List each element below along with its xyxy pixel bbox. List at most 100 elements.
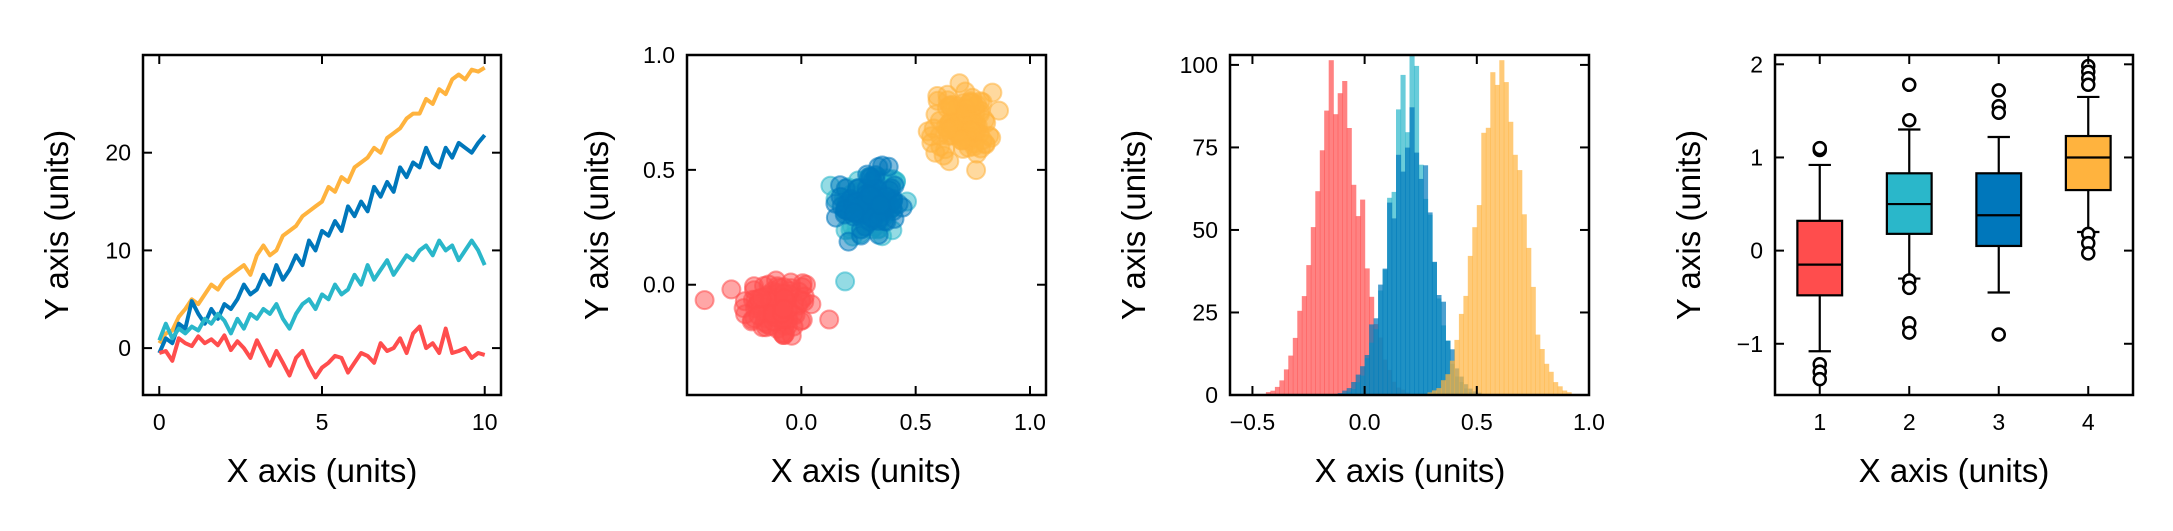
histogram-bar [1310, 227, 1316, 395]
outlier-point [1991, 83, 2006, 98]
histogram-bar [1427, 212, 1433, 395]
y-tick-label: 0 [1750, 238, 1763, 264]
histogram-bar [1548, 371, 1554, 395]
histogram-bar [1382, 268, 1388, 395]
x-tick-label: 0.5 [1461, 409, 1493, 435]
histogram-bar [1494, 84, 1500, 395]
histogram-bar [1517, 170, 1523, 395]
scatter-point [966, 160, 987, 181]
histogram-bar [1360, 199, 1366, 395]
x-tick-label: 1.0 [1014, 409, 1046, 435]
y-tick-label: 1.0 [643, 42, 675, 68]
x-tick-label: 0.0 [785, 409, 817, 435]
histogram-bar [1328, 60, 1334, 395]
box-body [1796, 219, 1844, 297]
scatter-point [925, 142, 946, 163]
y-tick-label: 1 [1750, 144, 1763, 170]
scatter-point [721, 279, 742, 300]
scatter-point [835, 271, 856, 292]
scatter-points [694, 73, 1009, 346]
box-3 [1975, 83, 2023, 342]
x-tick-label: 0.5 [900, 409, 932, 435]
scatter-point [801, 294, 822, 315]
histogram-bar [1265, 392, 1271, 395]
histogram-bar [1306, 265, 1312, 395]
plot-frame [685, 53, 1048, 397]
histogram-bar [1301, 296, 1307, 395]
scatter-point [781, 325, 802, 346]
series-line-1 [157, 133, 487, 354]
histogram-bar [1279, 380, 1285, 395]
histogram-bar [1342, 81, 1348, 395]
box-body [2064, 134, 2112, 192]
histogram-bar [1449, 360, 1455, 395]
histogram-bar [1409, 107, 1415, 395]
histogram-bar [1391, 218, 1397, 395]
histogram-bar [1535, 334, 1541, 395]
box-4 [2064, 58, 2112, 261]
y-tick-label: 75 [1192, 134, 1218, 160]
histogram-bar [1400, 171, 1406, 395]
series-line-2 [157, 238, 487, 342]
scatter-point [694, 290, 715, 311]
histogram-bar [1530, 286, 1536, 395]
histogram-bar [1566, 392, 1572, 395]
outlier-point [1902, 280, 1917, 296]
histogram-bar [1427, 392, 1433, 395]
histogram-bar [1360, 366, 1366, 395]
series-line-0 [157, 65, 486, 345]
histogram-bar [1476, 205, 1482, 395]
x-tick-label: 2 [1903, 409, 1916, 435]
histogram-bar [1436, 295, 1442, 395]
histogram-bar [1396, 154, 1402, 395]
scatter-point [859, 166, 880, 187]
histogram-bar [1463, 295, 1469, 395]
y-axis-label: Y axis (units) [1115, 130, 1152, 320]
outlier-point [1902, 77, 1917, 93]
histogram-bar [1539, 349, 1545, 395]
plot-frame [1228, 53, 1591, 397]
y-tick-label: 20 [105, 140, 131, 166]
x-tick-label: −0.5 [1230, 409, 1275, 435]
histogram-bar [1414, 152, 1420, 395]
x-tick-label: 4 [2082, 409, 2095, 435]
histogram-bars [1265, 55, 1572, 395]
histogram-bar [1355, 374, 1361, 395]
y-tick-label: −1 [1737, 331, 1763, 357]
x-tick-label: 1.0 [1573, 409, 1605, 435]
scatter-point [844, 202, 865, 223]
histogram-bar [1355, 216, 1361, 395]
x-axis-label: X axis (units) [1859, 452, 2050, 489]
histogram-bar [1369, 324, 1375, 395]
histogram-bar [1485, 127, 1491, 395]
histogram-bar [1423, 165, 1429, 395]
histogram-bar [1346, 128, 1352, 395]
x-tick-label: 0 [153, 409, 166, 435]
scatter-point [825, 193, 846, 214]
histogram-bar [1544, 363, 1550, 395]
y-axis-label: Y axis (units) [1670, 130, 1707, 320]
histogram-bar [1297, 310, 1303, 395]
histogram-bar [1440, 380, 1446, 395]
scatter-point [939, 95, 960, 116]
histogram-bar [1315, 191, 1321, 395]
histogram-bar [1445, 340, 1451, 395]
line-chart-panel: 0 5 10 0 10 20 X axis (units) Y axis (units) [38, 53, 503, 489]
histogram-bar [1562, 390, 1568, 395]
histogram-bar [1418, 178, 1424, 395]
histogram-bar [1481, 132, 1487, 395]
scatter-point [773, 299, 794, 319]
histogram-bar [1467, 255, 1473, 395]
histogram-bar [1346, 388, 1352, 395]
y-tick-label: 100 [1180, 52, 1218, 78]
scatter-point [923, 118, 944, 139]
histogram-bar [1351, 184, 1357, 395]
histogram-bar [1378, 284, 1384, 395]
outlier-point [1812, 371, 1827, 387]
y-axis-label: Y axis (units) [578, 130, 615, 320]
x-tick-label: 10 [472, 409, 498, 435]
histogram-bar [1288, 355, 1294, 395]
histogram-bar [1454, 339, 1460, 395]
histogram-bar [1526, 247, 1532, 395]
histogram-bar [1440, 301, 1446, 395]
